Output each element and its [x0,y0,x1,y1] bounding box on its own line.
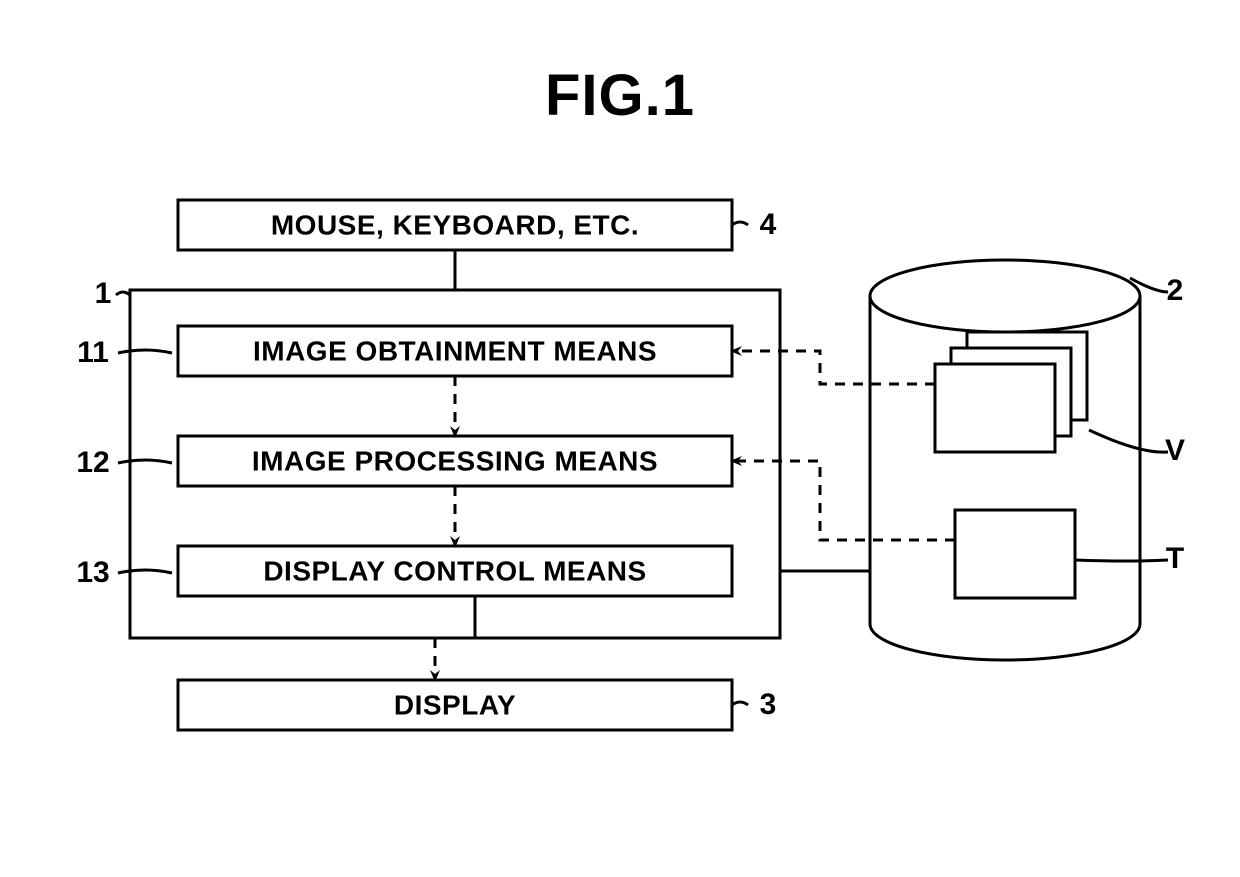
ref-label-nT: T [1166,542,1184,575]
ref-label-n3: 3 [760,688,777,721]
document-t-icon [955,510,1075,598]
ref-label-n4: 4 [760,208,777,241]
lead-line-n4 [732,222,748,225]
diagram-canvas: FIG.1 MOUSE, KEYBOARD, ETC. IMAGE OBTAIN… [0,0,1240,877]
input-box: MOUSE, KEYBOARD, ETC. [178,200,732,250]
ref-label-nV: V [1165,434,1185,467]
lead-line-n3 [732,702,748,705]
ref-label-n12: 12 [76,446,109,479]
ref-label-n2: 2 [1167,274,1184,307]
means-13-label: DISPLAY CONTROL MEANS [263,555,646,586]
lead-line-n12 [118,460,172,463]
ref-label-n13: 13 [76,556,109,589]
ref-label-n11: 11 [77,336,109,369]
lead-line-n11 [118,350,172,353]
lead-line-n13 [118,570,172,573]
ref-label-n1: 1 [95,277,112,310]
edge-T-to-Tlabel-curve [1075,560,1168,561]
figure-title: FIG.1 [545,63,695,128]
display-box-label: DISPLAY [394,689,516,720]
means-12-box: IMAGE PROCESSING MEANS [178,436,732,486]
display-box: DISPLAY [178,680,732,730]
means-12-label: IMAGE PROCESSING MEANS [252,445,658,476]
input-box-label: MOUSE, KEYBOARD, ETC. [271,209,639,240]
document-stack-icon [935,332,1087,452]
storage-cylinder-icon [870,260,1140,660]
means-11-label: IMAGE OBTAINMENT MEANS [253,335,657,366]
means-11-box: IMAGE OBTAINMENT MEANS [178,326,732,376]
means-13-box: DISPLAY CONTROL MEANS [178,546,732,596]
lead-line-n1 [116,292,130,295]
